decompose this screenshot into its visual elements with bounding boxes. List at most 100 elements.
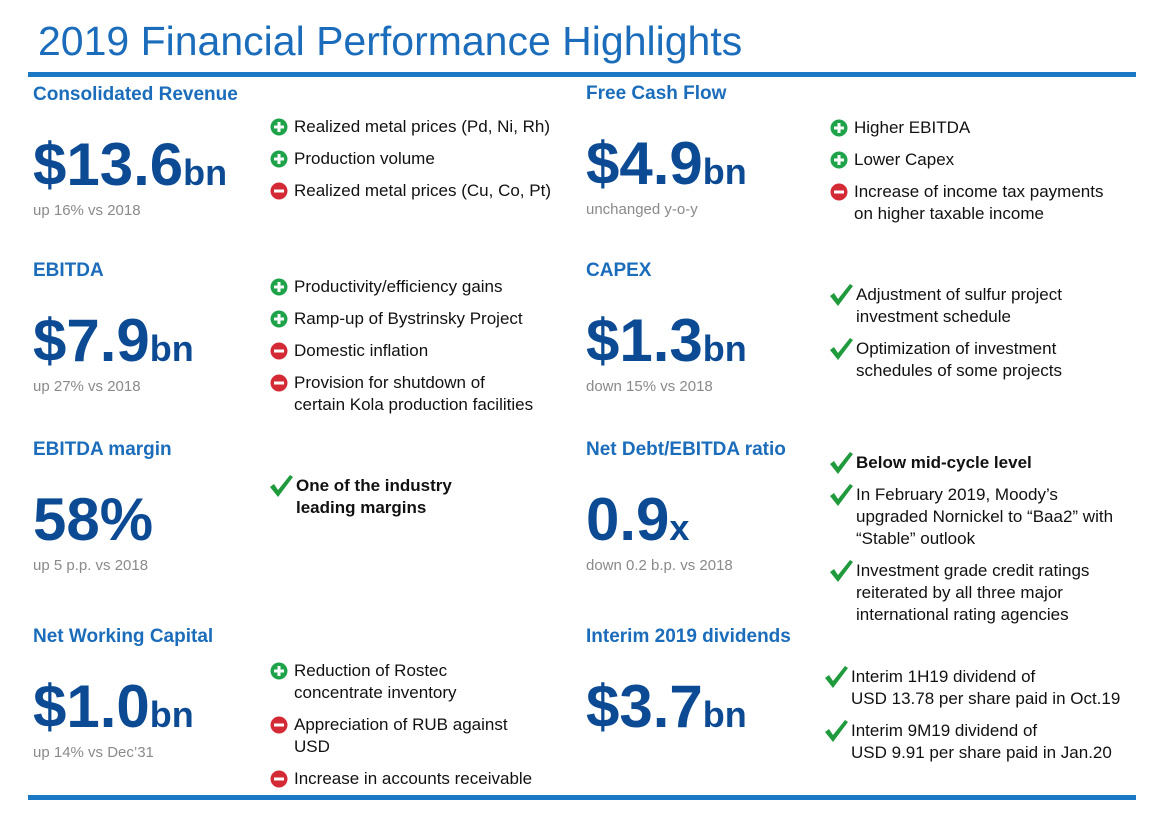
- key-figure: 58%: [33, 487, 153, 553]
- check-icon: [830, 338, 853, 360]
- figure-unit: bn: [702, 151, 747, 192]
- minus-icon: [270, 374, 288, 392]
- bullet-list: Reduction of Rostec concentrate inventor…: [270, 660, 540, 800]
- section: EBITDA margin 58% up 5 p.p. vs 2018 One of …: [33, 439, 553, 621]
- figure-unit: bn: [149, 694, 194, 735]
- figure-value: $1.0: [33, 673, 150, 740]
- bullet: Interim 1H19 dividend of USD 13.78 per s…: [825, 666, 1125, 710]
- figure-value: $7.9: [33, 307, 150, 374]
- bullet-list: Interim 1H19 dividend of USD 13.78 per s…: [825, 666, 1125, 774]
- bullet-text: Lower Capex: [854, 150, 955, 169]
- figure-value: $1.3: [586, 307, 703, 374]
- figure-note: up 14% vs Dec’31: [33, 744, 154, 761]
- figure-value: 58%: [33, 486, 154, 553]
- section: Free Cash Flow $4.9bn unchanged y-o-y Highe…: [586, 83, 1106, 265]
- plus-icon: [270, 150, 288, 168]
- check-icon: [270, 475, 293, 497]
- figure-note: unchanged y-o-y: [586, 201, 698, 218]
- minus-icon: [270, 342, 288, 360]
- key-figure: $1.0bn: [33, 674, 194, 748]
- plus-icon: [830, 151, 848, 169]
- bullet-text: Provision for shutdown of certain Kola p…: [294, 373, 534, 414]
- bullet: Investment grade credit ratings reiterat…: [830, 560, 1115, 626]
- bullet: Increase in accounts receivable: [270, 768, 540, 790]
- bullet-text: In February 2019, Moody’s upgraded Norni…: [856, 485, 1114, 548]
- key-figure: $3.7bn: [586, 674, 747, 748]
- bullet-text: Appreciation of RUB against USD: [294, 715, 508, 756]
- plus-icon: [270, 662, 288, 680]
- bullet-text: Below mid-cycle level: [856, 453, 1032, 472]
- figure-value: $4.9: [586, 130, 703, 197]
- bullet: Interim 9M19 dividend of USD 9.91 per sh…: [825, 720, 1125, 764]
- bullet: Reduction of Rostec concentrate inventor…: [270, 660, 540, 704]
- section-heading: Consolidated Revenue: [33, 84, 238, 105]
- bullet-list: Productivity/efficiency gains Ramp-up of …: [270, 276, 540, 426]
- section: Interim 2019 dividends $3.7bn Interim 1H19…: [586, 626, 1120, 808]
- section-heading: EBITDA: [33, 260, 104, 281]
- figure-unit: bn: [183, 152, 228, 193]
- bullet-text: Interim 1H19 dividend of USD 13.78 per s…: [851, 667, 1121, 708]
- section: Net Working Capital $1.0bn up 14% vs Dec’3…: [33, 626, 553, 808]
- bullet-text: Realized metal prices (Cu, Co, Pt): [294, 181, 551, 200]
- bullet: Higher EBITDA: [830, 117, 1120, 139]
- bullet: Increase of income tax payments on highe…: [830, 181, 1120, 225]
- figure-note: up 5 p.p. vs 2018: [33, 557, 149, 574]
- figure-unit: x: [669, 507, 690, 548]
- bullet-text: One of the industry leading margins: [296, 476, 452, 517]
- minus-icon: [270, 770, 288, 788]
- check-icon: [830, 452, 853, 474]
- section-heading: Interim 2019 dividends: [586, 626, 791, 647]
- section-heading: EBITDA margin: [33, 439, 172, 460]
- bullet: Below mid-cycle level: [830, 452, 1115, 474]
- key-figure: 0.9x: [586, 487, 689, 561]
- bullet: One of the industry leading margins: [270, 475, 490, 519]
- bullet-list: Adjustment of sulfur project investment …: [830, 284, 1090, 392]
- section: Net Debt/EBITDA ratio 0.9x down 0.2 b.p. v…: [586, 439, 1113, 624]
- bullet: Realized metal prices (Cu, Co, Pt): [270, 180, 560, 202]
- section: CAPEX $1.3bn down 15% vs 2018 Adjustment of…: [586, 260, 1106, 442]
- bullet: In February 2019, Moody’s upgraded Norni…: [830, 484, 1115, 550]
- section: Consolidated Revenue $13.6bn up 16% vs 201…: [33, 84, 553, 266]
- bullet-list: One of the industry leading margins: [270, 475, 490, 529]
- bullet-text: Increase of income tax payments on highe…: [854, 182, 1104, 223]
- bullet-text: Adjustment of sulfur project investment …: [856, 285, 1062, 326]
- figure-note: up 16% vs 2018: [33, 202, 141, 219]
- bullet-text: Domestic inflation: [294, 341, 429, 360]
- bullet: Production volume: [270, 148, 560, 170]
- bullet-text: Interim 9M19 dividend of USD 9.91 per sh…: [851, 721, 1112, 762]
- top-rule: [28, 72, 1136, 77]
- bullet-text: Optimization of investment schedules of …: [856, 339, 1062, 380]
- bullet-text: Realized metal prices (Pd, Ni, Rh): [294, 117, 551, 136]
- figure-value: 0.9: [586, 486, 670, 553]
- check-icon: [830, 484, 853, 506]
- bullet-list: Higher EBITDA Lower Capex Increase of inco…: [830, 117, 1120, 235]
- section-heading: Free Cash Flow: [586, 83, 727, 104]
- bullet-list: Below mid-cycle level In February 2019, M…: [830, 452, 1115, 636]
- check-icon: [825, 666, 848, 688]
- section: EBITDA $7.9bn up 27% vs 2018 Productivity/e…: [33, 260, 553, 442]
- section-heading: CAPEX: [586, 260, 652, 281]
- bullet-text: Production volume: [294, 149, 435, 168]
- plus-icon: [270, 278, 288, 296]
- bullet: Ramp-up of Bystrinsky Project: [270, 308, 540, 330]
- section-heading: Net Debt/EBITDA ratio: [586, 439, 786, 460]
- key-figure: $4.9bn: [586, 131, 747, 205]
- bullet-list: Realized metal prices (Pd, Ni, Rh) Produc…: [270, 116, 560, 212]
- plus-icon: [270, 118, 288, 136]
- bullet-text: Higher EBITDA: [854, 118, 971, 137]
- figure-note: up 27% vs 2018: [33, 378, 141, 395]
- bullet-text: Investment grade credit ratings reiterat…: [856, 561, 1090, 624]
- figure-note: down 0.2 b.p. vs 2018: [586, 557, 733, 574]
- bullet-text: Increase in accounts receivable: [294, 769, 533, 788]
- check-icon: [825, 720, 848, 742]
- bullet-text: Ramp-up of Bystrinsky Project: [294, 309, 523, 328]
- plus-icon: [270, 310, 288, 328]
- bullet: Adjustment of sulfur project investment …: [830, 284, 1090, 328]
- bullet: Realized metal prices (Pd, Ni, Rh): [270, 116, 560, 138]
- key-figure: $13.6bn: [33, 132, 227, 206]
- title: 2019 Financial Performance Highlights: [38, 18, 743, 64]
- minus-icon: [830, 183, 848, 201]
- check-icon: [830, 284, 853, 306]
- figure-value: $3.7: [586, 673, 703, 740]
